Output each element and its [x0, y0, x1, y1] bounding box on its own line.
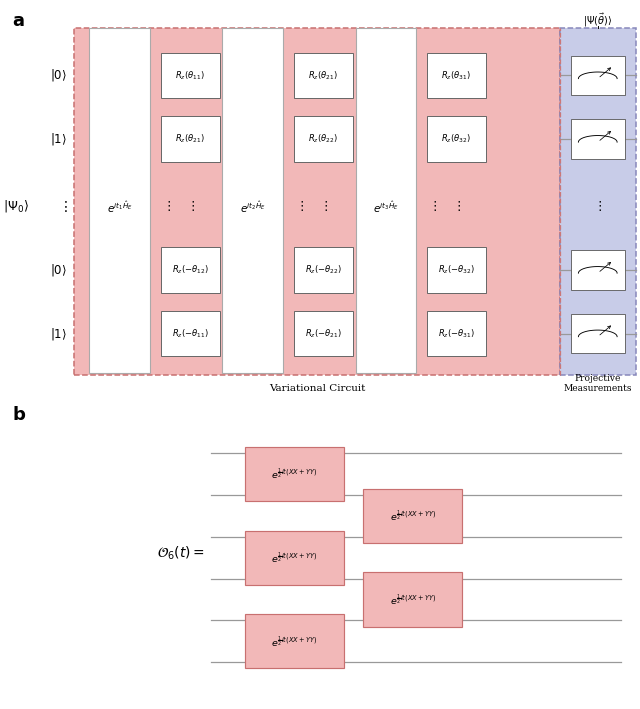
Text: $\vdots$: $\vdots$	[162, 199, 170, 213]
FancyBboxPatch shape	[364, 489, 463, 543]
Text: $R_z(\theta_{21})$: $R_z(\theta_{21})$	[175, 133, 205, 145]
Text: $\bf{a}$: $\bf{a}$	[12, 12, 24, 30]
FancyBboxPatch shape	[571, 250, 625, 290]
FancyBboxPatch shape	[427, 116, 486, 162]
Text: $R_z(\theta_{22})$: $R_z(\theta_{22})$	[308, 133, 338, 145]
Text: $e^{\frac{1}{2}it(XX+YY)}$: $e^{\frac{1}{2}it(XX+YY)}$	[390, 508, 436, 523]
Text: $|0\rangle$: $|0\rangle$	[50, 262, 67, 278]
FancyBboxPatch shape	[571, 55, 625, 95]
Text: $|\Psi(\vec{\theta})\rangle$: $|\Psi(\vec{\theta})\rangle$	[583, 12, 612, 29]
Text: $R_z(\theta_{31})$: $R_z(\theta_{31})$	[442, 69, 471, 82]
FancyBboxPatch shape	[90, 28, 150, 373]
FancyBboxPatch shape	[294, 116, 353, 162]
Text: $\vdots$: $\vdots$	[428, 199, 436, 213]
Text: $R_z(\theta_{11})$: $R_z(\theta_{11})$	[175, 69, 205, 82]
Text: $R_z(-\theta_{22})$: $R_z(-\theta_{22})$	[305, 264, 342, 277]
Text: $\vdots$: $\vdots$	[452, 199, 461, 213]
FancyBboxPatch shape	[364, 572, 463, 627]
Text: $R_z(-\theta_{11})$: $R_z(-\theta_{11})$	[172, 328, 209, 340]
FancyBboxPatch shape	[571, 313, 625, 353]
FancyBboxPatch shape	[161, 311, 220, 357]
FancyBboxPatch shape	[356, 28, 417, 373]
FancyBboxPatch shape	[294, 311, 353, 357]
FancyBboxPatch shape	[560, 28, 636, 375]
FancyBboxPatch shape	[571, 119, 625, 159]
Text: $e^{\frac{1}{2}it(XX+YY)}$: $e^{\frac{1}{2}it(XX+YY)}$	[271, 550, 317, 565]
Text: $R_z(\theta_{21})$: $R_z(\theta_{21})$	[308, 69, 338, 82]
Text: Variational Circuit: Variational Circuit	[269, 384, 365, 393]
Text: $\vdots$: $\vdots$	[186, 199, 195, 213]
Text: $e^{it_2\hat{H}_E}$: $e^{it_2\hat{H}_E}$	[240, 198, 266, 215]
FancyBboxPatch shape	[161, 247, 220, 293]
Text: Projective
Measurements: Projective Measurements	[563, 374, 632, 393]
Text: $\vdots$: $\vdots$	[58, 199, 67, 214]
Text: $e^{it_3\hat{H}_E}$: $e^{it_3\hat{H}_E}$	[373, 198, 399, 215]
Text: $e^{it_1\hat{H}_E}$: $e^{it_1\hat{H}_E}$	[107, 198, 132, 215]
Text: $R_z(-\theta_{31})$: $R_z(-\theta_{31})$	[438, 328, 475, 340]
FancyBboxPatch shape	[245, 614, 344, 669]
FancyBboxPatch shape	[427, 52, 486, 99]
Text: $e^{\frac{1}{2}it(XX+YY)}$: $e^{\frac{1}{2}it(XX+YY)}$	[271, 467, 317, 481]
FancyBboxPatch shape	[294, 52, 353, 99]
FancyBboxPatch shape	[74, 28, 560, 375]
Text: $\vdots$: $\vdots$	[295, 199, 303, 213]
Text: $|1\rangle$: $|1\rangle$	[50, 131, 67, 147]
Text: $R_z(-\theta_{21})$: $R_z(-\theta_{21})$	[305, 328, 342, 340]
Text: $|\Psi_0\rangle$: $|\Psi_0\rangle$	[3, 199, 29, 214]
Text: $R_z(-\theta_{32})$: $R_z(-\theta_{32})$	[438, 264, 475, 277]
Text: $R_z(\theta_{32})$: $R_z(\theta_{32})$	[442, 133, 471, 145]
Text: $\mathcal{O}_6(t) =$: $\mathcal{O}_6(t) =$	[157, 545, 205, 562]
FancyBboxPatch shape	[223, 28, 283, 373]
FancyBboxPatch shape	[245, 530, 344, 585]
FancyBboxPatch shape	[427, 247, 486, 293]
Text: $\vdots$: $\vdots$	[319, 199, 328, 213]
Text: $e^{\frac{1}{2}it(XX+YY)}$: $e^{\frac{1}{2}it(XX+YY)}$	[271, 634, 317, 649]
Text: $\bf{b}$: $\bf{b}$	[12, 406, 26, 425]
Text: $\vdots$: $\vdots$	[593, 199, 602, 213]
Text: $R_z(-\theta_{12})$: $R_z(-\theta_{12})$	[172, 264, 209, 277]
FancyBboxPatch shape	[161, 116, 220, 162]
FancyBboxPatch shape	[245, 447, 344, 501]
FancyBboxPatch shape	[427, 311, 486, 357]
Text: $|0\rangle$: $|0\rangle$	[50, 67, 67, 84]
Text: $|1\rangle$: $|1\rangle$	[50, 325, 67, 342]
FancyBboxPatch shape	[294, 247, 353, 293]
FancyBboxPatch shape	[161, 52, 220, 99]
Text: $e^{\frac{1}{2}it(XX+YY)}$: $e^{\frac{1}{2}it(XX+YY)}$	[390, 592, 436, 607]
